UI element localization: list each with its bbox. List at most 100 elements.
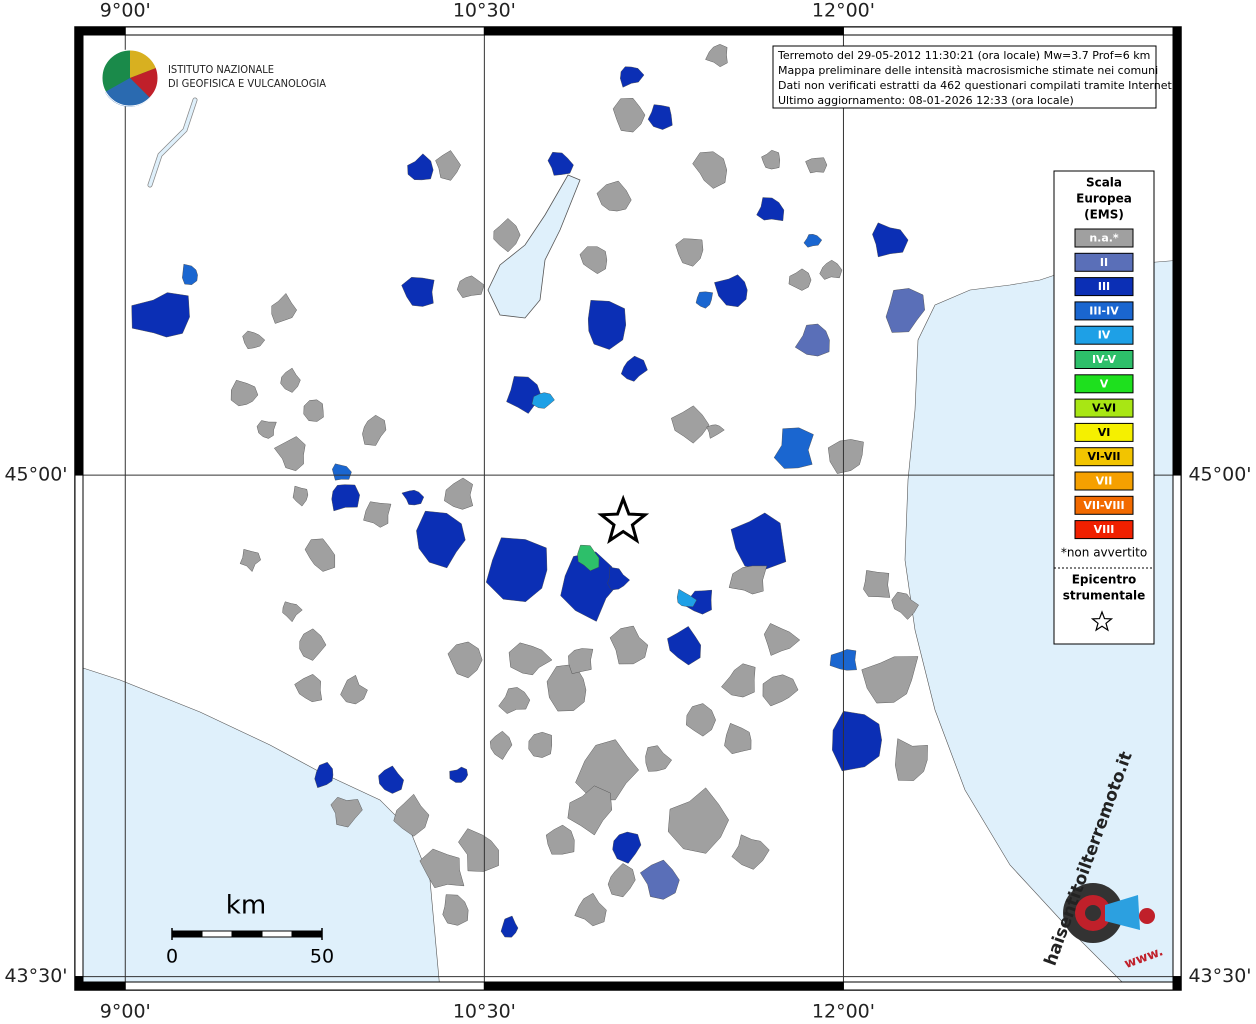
logo [130,50,156,78]
legend-swatch [1074,422,1134,442]
legend-title: Europea [1076,192,1132,206]
site-logo [1105,895,1140,930]
legend-swatch [1074,471,1134,491]
municipality [596,180,632,212]
legend-swatch [1074,398,1134,418]
municipality [756,197,785,222]
municipality [640,859,680,900]
municipality [885,288,925,333]
info-line: Terremoto del 29-05-2012 11:30:21 (ora l… [777,49,1150,62]
logo [101,49,159,107]
municipality [861,656,919,704]
info-line: Dati non verificati estratti da 462 ques… [778,79,1175,92]
frame-bar [124,981,485,991]
municipality [401,277,435,307]
municipality [500,915,519,938]
info-box [772,45,1157,109]
frame-bar [74,26,84,476]
lake [487,174,581,319]
frame-bar [1172,976,1182,991]
y-tick-label: 45°00' [4,464,67,486]
municipality [332,463,352,481]
municipality [762,674,799,707]
frame-bar [483,981,844,991]
institute-name: ISTITUTO NAZIONALE [168,63,274,76]
municipality [378,765,404,794]
municipality [256,420,277,439]
scale-unit: km [226,891,266,921]
municipality [647,104,673,130]
municipality [401,489,425,506]
legend-swatch [1074,325,1134,345]
scale-segment [201,930,233,938]
y-tick-label: 45°00' [1188,464,1251,486]
municipality [292,485,309,507]
municipality [891,591,919,620]
legend-label: V [1100,377,1109,390]
municipality [803,234,823,248]
x-tick-label: 10°30' [453,1001,516,1023]
municipality [456,275,485,298]
municipality [407,153,434,181]
municipality [271,293,297,324]
municipality [280,367,301,393]
municipality [724,723,752,755]
legend-label: VII-VIII [1083,499,1124,512]
municipality [282,601,303,623]
municipality [706,424,725,439]
municipality [686,703,716,737]
municipality [362,414,387,446]
frame-bar [124,26,485,36]
municipality [442,894,469,926]
municipality [531,392,555,409]
municipality [832,710,882,772]
institute-name: DI GEOFISICA E VULCANOLOGIA [168,77,326,90]
municipality [493,218,521,253]
municipality [612,831,642,864]
municipality [393,793,430,837]
municipality [304,538,335,572]
municipality [607,567,630,591]
municipality [330,796,363,828]
y-tick-label: 43°30' [4,965,67,987]
municipality [273,436,306,472]
municipality [730,512,787,570]
municipality [721,663,756,698]
municipality [444,477,474,510]
municipality [695,291,713,309]
frame-bar [74,976,84,991]
municipality [294,674,323,703]
legend-swatch [1074,301,1134,321]
municipality [714,274,748,308]
municipality [788,268,812,291]
municipality [547,151,574,176]
legend-swatch [1074,277,1134,297]
lake [148,98,197,187]
x-tick-label: 12°00' [812,0,875,22]
municipality [728,565,768,595]
epicenter [597,494,650,544]
frame-bar [74,474,84,978]
municipality [620,355,648,382]
legend-swatch [1074,252,1134,272]
legend-epicenter-label: strumentale [1063,589,1146,603]
legend-label: IV-V [1092,353,1117,366]
scale-segment [231,930,263,938]
municipality [705,44,728,68]
scale-segment [171,930,203,938]
municipality [575,739,639,801]
legend-swatch [1074,228,1134,248]
frame-bar [842,981,1182,991]
scale-label: 50 [310,946,334,968]
municipality [805,157,828,174]
municipality [620,66,645,88]
municipality [731,834,770,870]
municipality [363,501,392,528]
legend-label: II [1100,256,1108,269]
municipality [314,761,334,788]
x-tick-label: 10°30' [453,0,516,22]
frame-bar [1172,26,1182,476]
scale-segment [291,930,323,938]
municipality [303,399,324,422]
municipality [416,510,466,569]
